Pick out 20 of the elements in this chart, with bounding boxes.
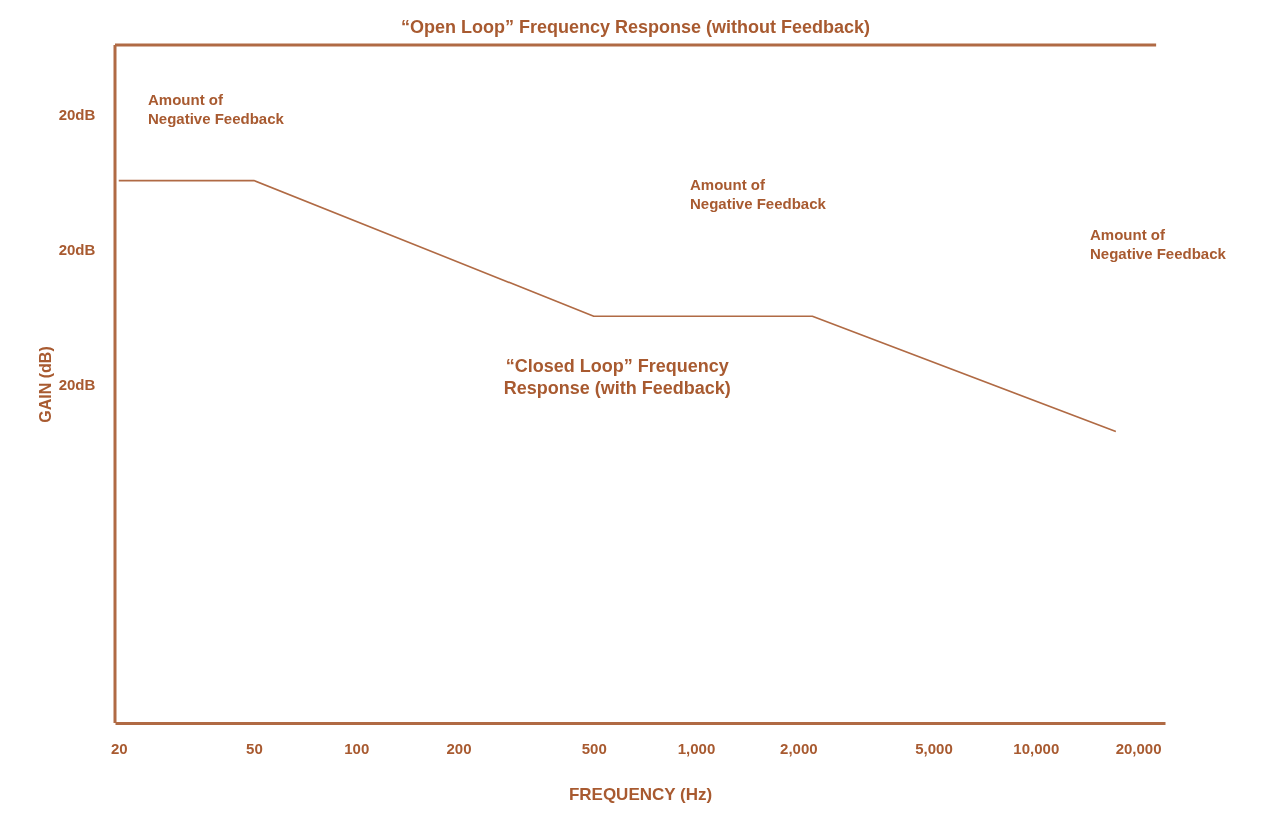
x-tick-label: 20,000 xyxy=(1115,739,1162,757)
x-tick-label: 20 xyxy=(110,739,128,757)
x-tick-label: 500 xyxy=(581,739,607,757)
annotation: Amount of Negative Feedback xyxy=(1090,226,1227,262)
x-tick-label: 50 xyxy=(246,739,263,757)
y-axis-title: GAIN (dB) xyxy=(36,346,54,423)
x-tick-label: 2,000 xyxy=(780,739,818,757)
text: 20dB xyxy=(58,376,96,393)
text: 20dB xyxy=(58,241,96,258)
text: 20dB xyxy=(58,106,96,123)
x-tick-label: 10,000 xyxy=(1013,739,1060,757)
annotation: Amount of Negative Feedback xyxy=(148,91,285,127)
series-label: “Open Loop” Frequency Response (without Feedback) xyxy=(401,17,871,37)
x-tick-label: 1,000 xyxy=(677,739,716,757)
x-tick-label: 200 xyxy=(446,739,472,757)
text: “Closed Loop” Frequency Response (with Feedback) xyxy=(503,356,731,399)
x-tick-label: 100 xyxy=(344,739,370,757)
x-axis-title: FREQUENCY (Hz) xyxy=(568,784,713,804)
annotation: Amount of Negative Feedback xyxy=(690,176,827,212)
x-tick-label: 5,000 xyxy=(915,739,953,757)
